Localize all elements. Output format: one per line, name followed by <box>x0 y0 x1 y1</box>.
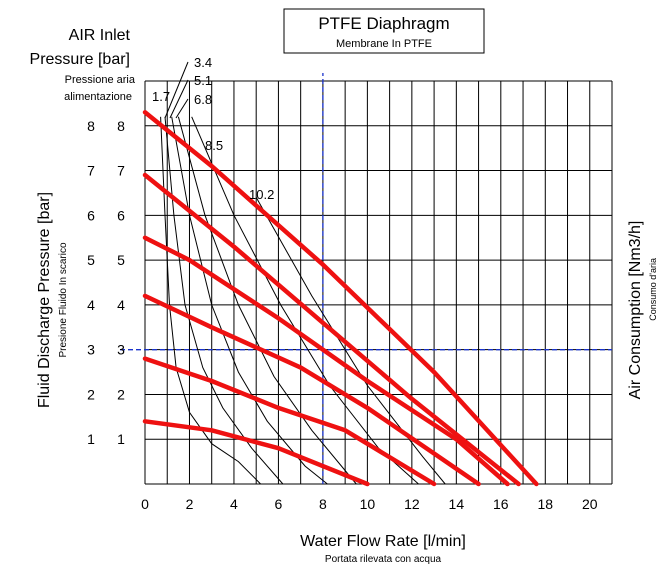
x-tick-label: 16 <box>493 496 509 512</box>
y2-axis-sublabel: Consumo d'aria <box>648 258 658 321</box>
x-tick-label: 4 <box>230 496 238 512</box>
y-tick-label: 6 <box>117 207 125 223</box>
chart-title: PTFE Diaphragm <box>318 14 449 33</box>
inlet-pressure-label: 7 <box>87 163 95 179</box>
x-tick-label: 20 <box>582 496 598 512</box>
x-tick-label: 2 <box>186 496 194 512</box>
y-tick-label: 8 <box>117 118 125 134</box>
inlet-pressure-label: 5 <box>87 252 95 268</box>
pressure-curve-8 <box>142 110 539 487</box>
air-curve-label: 10.2 <box>249 187 274 202</box>
pressure-curve-7 <box>142 172 521 487</box>
inlet-pressure-label: 8 <box>87 118 95 134</box>
x-tick-label: 6 <box>275 496 283 512</box>
y-tick-label: 4 <box>117 297 125 313</box>
leader-line <box>169 79 189 119</box>
leader-line <box>175 98 189 119</box>
reference-lines <box>120 73 612 484</box>
pressure-curve-5 <box>142 293 481 487</box>
x-tick-label: 8 <box>319 496 327 512</box>
y-tick-label: 1 <box>117 431 125 447</box>
y-tick-label: 2 <box>117 386 125 402</box>
air-curve-6-8 <box>177 116 357 485</box>
y-axis-sublabel: Presione Fluido In scarico <box>58 242 69 357</box>
tick-labels: 0 2 4 6 8 10 12 14 16 18 2011223344556677881.73.45… <box>87 55 598 512</box>
pressure-curve-4 <box>142 356 437 487</box>
inlet-pressure-label: 3 <box>87 342 95 358</box>
air-curve-label: 3.4 <box>194 55 212 70</box>
y-axis-label: Fluid Discharge Pressure [bar] <box>36 192 53 408</box>
x-tick-label: 0 <box>141 496 149 512</box>
inlet-pressure-label: 2 <box>87 386 95 402</box>
x-tick-label: 12 <box>404 496 420 512</box>
air-curve-label: 8.5 <box>205 138 223 153</box>
air-curve-8-5 <box>191 116 419 485</box>
inlet-pressure-label: 6 <box>87 207 95 223</box>
inlet-label-line1: AIR Inlet <box>69 27 131 44</box>
pressure-curve-3 <box>142 419 370 487</box>
pressure-curve-6 <box>142 235 510 487</box>
y-tick-label: 5 <box>117 252 125 268</box>
air-curve-label: 6.8 <box>194 92 212 107</box>
chart-subtitle: Membrane In PTFE <box>336 38 432 50</box>
pressure-curves <box>142 110 539 487</box>
y-tick-label: 7 <box>117 163 125 179</box>
inlet-label-line2: Pressure [bar] <box>30 51 130 68</box>
air-curve-1-7 <box>160 116 261 485</box>
air-curve-3-4 <box>164 116 284 485</box>
air-curve-label: 5.1 <box>194 73 212 88</box>
air-curve-5-1 <box>171 116 328 485</box>
inlet-label-sub1: Pressione aria <box>65 74 136 86</box>
y2-axis-label: Air Consumption [Nm3/h] <box>627 221 644 400</box>
title-box <box>283 8 485 54</box>
inlet-pressure-label: 1 <box>87 431 95 447</box>
x-tick-label: 18 <box>537 496 553 512</box>
inlet-label-sub2: alimentazione <box>64 91 132 103</box>
leader-line <box>164 61 189 119</box>
x-tick-label: 10 <box>360 496 376 512</box>
x-tick-label: 14 <box>449 496 465 512</box>
x-axis-label: Water Flow Rate [l/min] <box>300 533 466 550</box>
y-tick-label: 3 <box>117 342 125 358</box>
air-curve-label: 1.7 <box>152 89 170 104</box>
inlet-pressure-label: 4 <box>87 297 95 313</box>
air-curve-10-2 <box>255 197 446 485</box>
x-axis-sublabel: Portata rilevata con acqua <box>325 554 442 565</box>
